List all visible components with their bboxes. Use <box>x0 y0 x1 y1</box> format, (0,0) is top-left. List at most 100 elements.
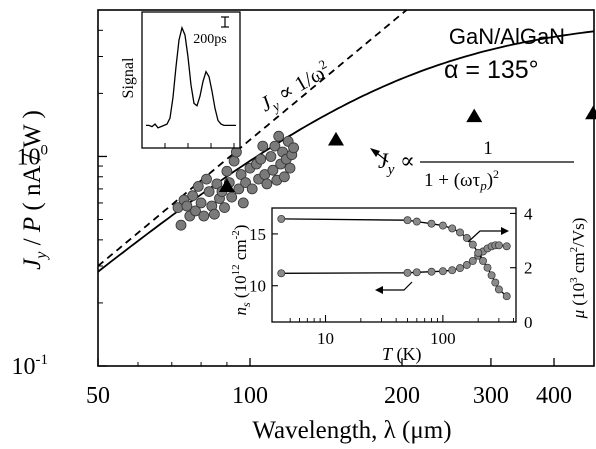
inset-point <box>462 233 471 242</box>
inset-point <box>483 263 492 272</box>
inset-point <box>277 269 286 278</box>
inset-point <box>448 266 457 275</box>
angle-label: α = 135° <box>444 56 539 84</box>
y-tick-label: 10-1 <box>12 352 49 380</box>
inset-point <box>438 221 447 230</box>
triangle-point <box>466 108 483 123</box>
circle-point <box>219 202 230 214</box>
circle-point <box>203 186 215 198</box>
inset-point <box>494 241 503 250</box>
circle-point <box>288 142 300 154</box>
inset-point <box>468 240 477 249</box>
circle-point <box>261 178 273 190</box>
arrow-right-head <box>501 227 509 235</box>
inset-yr-tick-label: 0 <box>524 313 533 332</box>
inset-point <box>412 268 421 277</box>
inset-point <box>427 219 436 228</box>
circle-point <box>175 219 187 231</box>
inset-ns-ylabel-left: ns (1012 cm-2) <box>230 225 253 316</box>
circle-point <box>269 140 281 152</box>
inset-yr-tick-label: 2 <box>524 259 533 278</box>
inset-point <box>462 261 471 269</box>
inset-signal: 200ps Signal <box>120 11 241 149</box>
circle-point <box>278 171 290 183</box>
y-tick-label: 100 <box>17 142 49 170</box>
circle-point <box>226 191 238 203</box>
circle-point <box>187 190 199 202</box>
signal-trace <box>146 25 236 129</box>
scale-bar <box>221 16 229 28</box>
arrow-left-head <box>375 286 383 294</box>
inset-point <box>468 256 477 265</box>
svg-text:μ (103 cm2/Vs): μ (103 cm2/Vs) <box>568 218 588 320</box>
inset-point <box>448 224 457 233</box>
inset-ns-frame <box>271 207 517 323</box>
sample-label: GaN/AlGaN <box>449 24 565 49</box>
circle-point <box>228 155 240 167</box>
inset-series-line <box>281 218 508 297</box>
triangle-point <box>218 178 235 192</box>
inset-yr-tick-label: 4 <box>524 204 533 223</box>
inset-x-tick-label: 100 <box>430 329 456 348</box>
inset-ns-ylabel-right: μ (103 cm2/Vs) <box>568 218 588 320</box>
inset-point <box>479 256 487 265</box>
circle-point <box>181 200 193 212</box>
svg-text:Jy / P ( nA / W ): Jy / P ( nA / W ) <box>19 110 50 270</box>
circle-point <box>240 177 252 189</box>
inset-yl-tick-label: 15 <box>249 225 266 244</box>
inset-point <box>277 214 286 223</box>
svg-text:ns (1012 cm-2): ns (1012 cm-2) <box>230 225 253 316</box>
x-tick-label: 300 <box>473 383 509 409</box>
main-marks <box>172 105 596 231</box>
circle-point <box>208 208 220 220</box>
circle-point <box>284 162 296 174</box>
inset-point <box>456 228 464 237</box>
plot-frame <box>97 9 595 367</box>
circle-point <box>198 210 210 222</box>
inset-yl-tick-label: 10 <box>249 277 266 296</box>
inset-point <box>412 217 421 226</box>
inset-ns-xlabel: T (K) <box>382 344 422 365</box>
circle-point <box>201 173 212 185</box>
inset-signal-ticks <box>141 143 235 148</box>
inset-point <box>456 264 464 273</box>
x-tick-label: 200 <box>384 383 420 409</box>
inset-x-tick-label: 10 <box>317 329 334 348</box>
circle-point <box>237 197 249 209</box>
inset-point <box>502 242 511 251</box>
x-tick-label: 50 <box>86 383 110 409</box>
x-tick-label: 100 <box>232 383 268 409</box>
circle-point <box>267 164 279 176</box>
circle-point <box>265 151 277 162</box>
x-tick-label: 400 <box>536 383 572 409</box>
circle-point <box>255 153 267 165</box>
circle-point <box>192 180 204 192</box>
scale-bar-label: 200ps <box>193 32 226 47</box>
inset-point <box>403 216 412 225</box>
inset-point <box>491 278 500 287</box>
inset-ns-content: 10 100 10 15 0 2 4 <box>249 204 533 348</box>
svg-text:Jy ∝: Jy ∝ <box>378 148 415 178</box>
triangle-point <box>327 131 344 146</box>
circle-point <box>233 183 245 195</box>
inset-point <box>474 248 483 257</box>
circle-point <box>190 205 201 217</box>
inset-point <box>494 285 503 294</box>
circle-point <box>221 165 233 177</box>
circle-point <box>246 183 258 195</box>
solid-label: Jy ∝ 1 1 + (ωτp)2 <box>370 138 574 193</box>
inset-point <box>403 268 412 277</box>
circle-point <box>195 197 207 209</box>
svg-text:1 + (ωτp)2: 1 + (ωτp)2 <box>424 167 499 193</box>
circle-point <box>235 169 247 180</box>
svg-text:1: 1 <box>483 138 493 159</box>
y-axis-label: Jy / P ( nA / W ) <box>19 110 50 270</box>
circle-point <box>273 130 285 142</box>
inset-point <box>487 271 496 280</box>
inset-point <box>427 267 436 276</box>
signal-ylabel: Signal <box>120 57 137 98</box>
inset-point <box>438 267 447 276</box>
x-axis-label: Wavelength, λ (μm) <box>252 417 451 444</box>
